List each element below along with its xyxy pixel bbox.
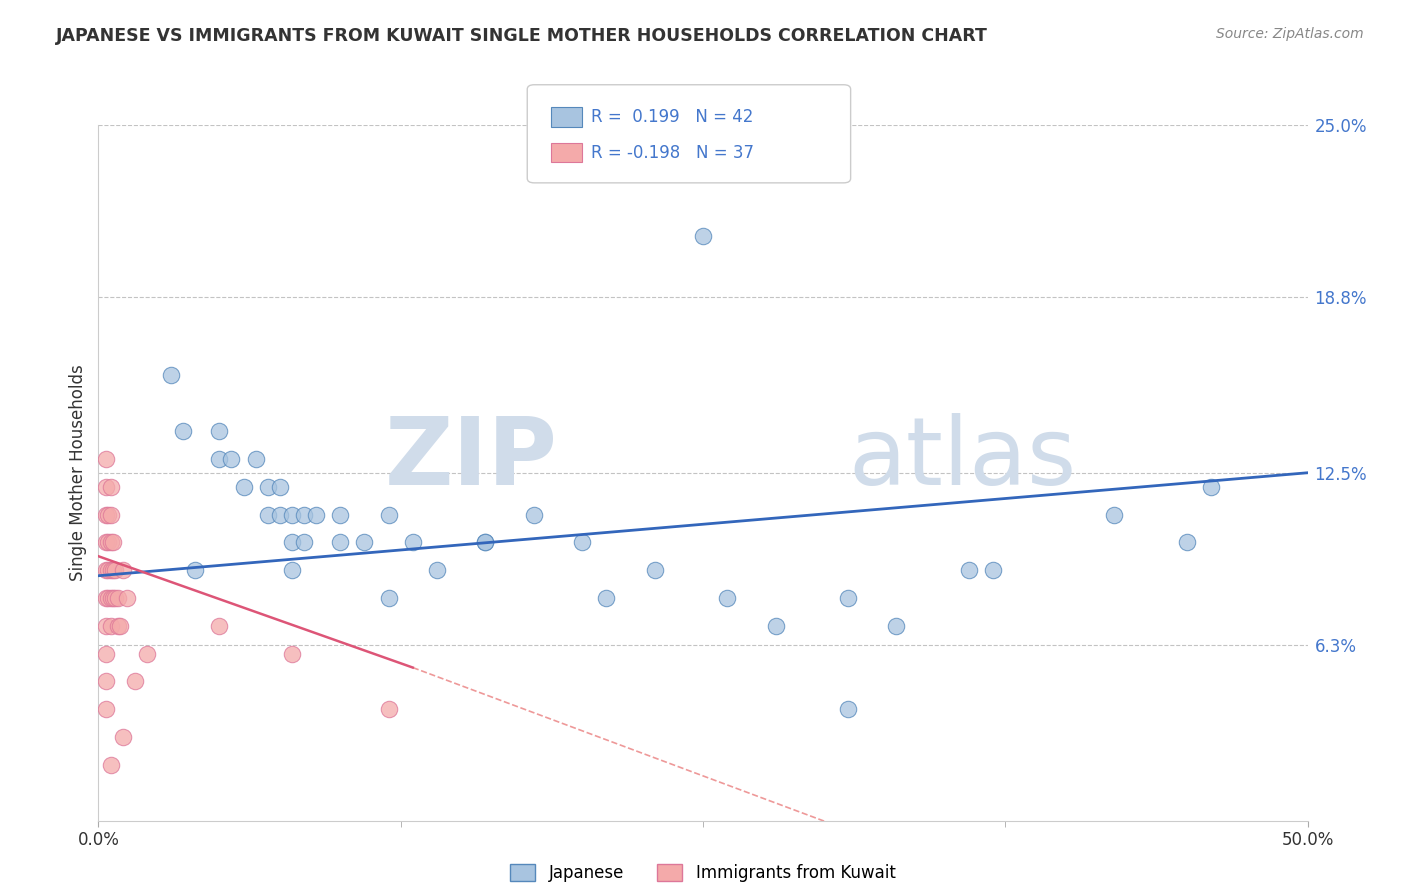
Point [94, 535, 117, 549]
Point [426, 563, 449, 577]
Point [108, 619, 131, 633]
Point [269, 480, 291, 494]
Point [160, 368, 183, 383]
Point [269, 508, 291, 522]
Point [97, 591, 120, 605]
Point [305, 508, 328, 522]
Point [837, 591, 859, 605]
Point [256, 508, 278, 522]
Point [208, 424, 231, 438]
Text: JAPANESE VS IMMIGRANTS FROM KUWAIT SINGLE MOTHER HOUSEHOLDS CORRELATION CHART: JAPANESE VS IMMIGRANTS FROM KUWAIT SINGL… [56, 27, 988, 45]
Point [124, 674, 146, 689]
Text: R = -0.198   N = 37: R = -0.198 N = 37 [591, 144, 754, 161]
Point [281, 563, 304, 577]
Point [377, 508, 399, 522]
Point [111, 563, 134, 577]
Point [100, 619, 122, 633]
Point [523, 508, 546, 522]
Point [377, 591, 399, 605]
Point [107, 619, 129, 633]
Point [245, 451, 267, 466]
Y-axis label: Single Mother Households: Single Mother Households [69, 365, 87, 581]
Point [837, 702, 859, 716]
Point [981, 563, 1004, 577]
Point [957, 563, 980, 577]
Point [644, 563, 666, 577]
Point [402, 535, 425, 549]
Point [377, 702, 399, 716]
Point [184, 563, 207, 577]
Point [208, 619, 231, 633]
Point [571, 535, 593, 549]
Point [256, 480, 278, 494]
Text: atlas: atlas [848, 413, 1077, 505]
Point [886, 619, 908, 633]
Text: R =  0.199   N = 42: R = 0.199 N = 42 [591, 108, 752, 126]
Point [100, 535, 122, 549]
Point [97, 535, 120, 549]
Point [97, 508, 120, 522]
Point [474, 535, 496, 549]
Point [329, 508, 352, 522]
Point [117, 591, 139, 605]
Point [97, 563, 120, 577]
Point [111, 730, 134, 744]
Point [101, 563, 124, 577]
Point [281, 508, 304, 522]
Point [100, 758, 122, 772]
Point [692, 229, 714, 244]
Text: ZIP: ZIP [385, 413, 558, 505]
Point [292, 508, 315, 522]
Point [100, 480, 122, 494]
Point [101, 535, 124, 549]
Point [353, 535, 375, 549]
Point [94, 619, 117, 633]
Point [94, 508, 117, 522]
Point [94, 451, 117, 466]
Point [595, 591, 617, 605]
Point [208, 451, 231, 466]
Point [281, 647, 304, 661]
Point [100, 563, 122, 577]
Point [100, 508, 122, 522]
Point [94, 563, 117, 577]
Point [101, 591, 124, 605]
Point [474, 535, 496, 549]
Point [94, 480, 117, 494]
Point [1102, 508, 1125, 522]
Point [1175, 535, 1198, 549]
Point [1199, 480, 1222, 494]
Point [172, 424, 194, 438]
Point [765, 619, 787, 633]
Point [135, 647, 157, 661]
Point [94, 702, 117, 716]
Point [94, 591, 117, 605]
Point [716, 591, 738, 605]
Point [94, 647, 117, 661]
Text: Source: ZipAtlas.com: Source: ZipAtlas.com [1216, 27, 1364, 41]
Point [104, 591, 127, 605]
Point [281, 535, 304, 549]
Point [100, 591, 122, 605]
Point [221, 451, 243, 466]
Legend: Japanese, Immigrants from Kuwait: Japanese, Immigrants from Kuwait [503, 857, 903, 888]
Point [329, 535, 352, 549]
Point [104, 563, 127, 577]
Point [292, 535, 315, 549]
Point [107, 591, 129, 605]
Point [94, 674, 117, 689]
Point [232, 480, 254, 494]
